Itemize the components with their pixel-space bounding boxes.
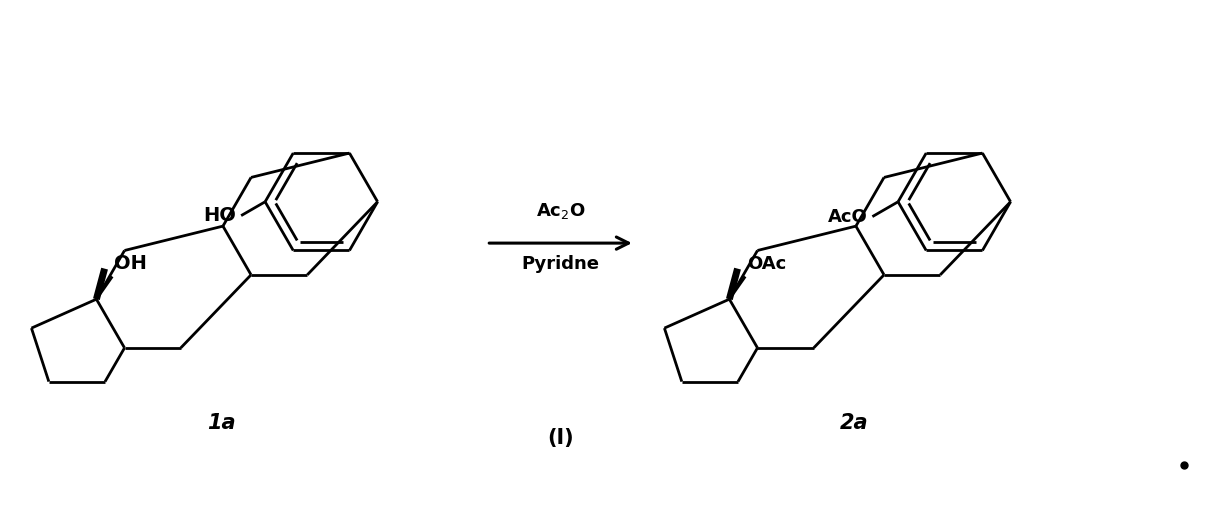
Text: HO: HO (203, 206, 236, 225)
Text: OAc: OAc (747, 255, 787, 273)
Text: 2a: 2a (841, 413, 869, 433)
Text: OH: OH (115, 254, 147, 273)
Text: 1a: 1a (208, 413, 236, 433)
Text: Ac$_2$O: Ac$_2$O (535, 201, 585, 221)
Text: Pyridne: Pyridne (522, 255, 600, 273)
Text: (I): (I) (547, 428, 574, 448)
Text: AcO: AcO (827, 208, 868, 226)
